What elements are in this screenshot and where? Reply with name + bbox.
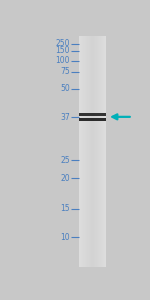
Text: 37: 37: [60, 113, 70, 122]
Text: 50: 50: [60, 84, 70, 93]
Text: 250: 250: [55, 39, 70, 48]
Bar: [85, 36, 86, 267]
Text: 150: 150: [55, 46, 70, 55]
Bar: [82, 36, 83, 267]
Bar: [84, 36, 85, 267]
Text: 25: 25: [60, 156, 70, 165]
Bar: [90, 36, 91, 267]
Bar: [83, 36, 84, 267]
Bar: [94, 36, 95, 267]
Bar: [99, 36, 100, 267]
Bar: [79, 113, 106, 116]
Bar: [97, 36, 98, 267]
Bar: [80, 36, 81, 267]
Bar: [93, 36, 94, 267]
Bar: [85, 36, 86, 267]
Bar: [102, 36, 103, 267]
Text: 75: 75: [60, 67, 70, 76]
Bar: [96, 36, 97, 267]
Bar: [105, 36, 106, 267]
Bar: [79, 36, 106, 267]
Bar: [87, 36, 88, 267]
Bar: [100, 36, 101, 267]
Bar: [103, 36, 104, 267]
Bar: [86, 36, 87, 267]
Text: 20: 20: [60, 174, 70, 183]
Bar: [98, 36, 99, 267]
Bar: [81, 36, 82, 267]
Text: 100: 100: [55, 56, 70, 65]
Bar: [95, 36, 96, 267]
Bar: [104, 36, 105, 267]
Bar: [92, 36, 93, 267]
Bar: [79, 118, 106, 122]
Bar: [91, 36, 92, 267]
Text: 10: 10: [60, 233, 70, 242]
Bar: [101, 36, 102, 267]
Bar: [89, 36, 90, 267]
Text: 15: 15: [60, 204, 70, 213]
Bar: [79, 36, 80, 267]
Bar: [88, 36, 89, 267]
